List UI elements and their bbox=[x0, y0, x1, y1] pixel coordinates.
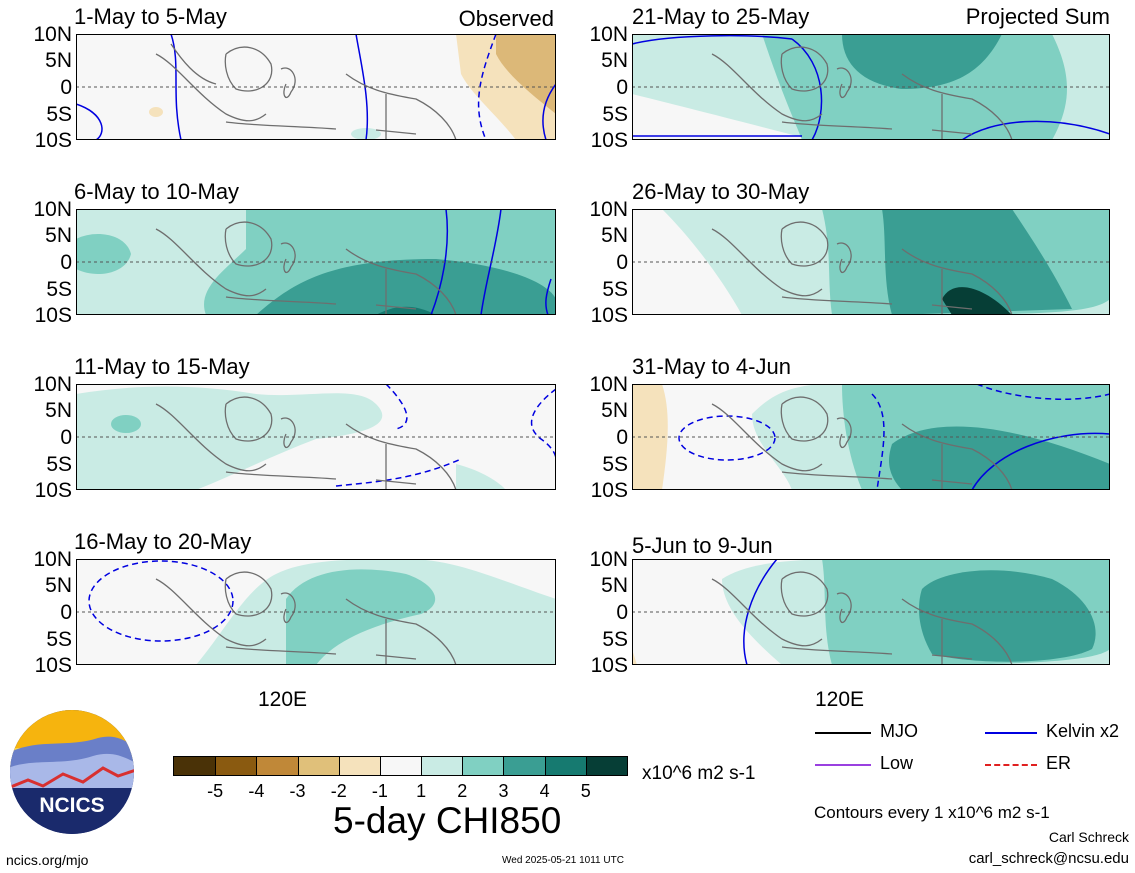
lat-label: 0 bbox=[616, 601, 628, 624]
lat-label: 0 bbox=[616, 76, 628, 99]
panel-map bbox=[632, 559, 1110, 665]
lat-label: 10S bbox=[34, 129, 72, 152]
panel-map bbox=[632, 34, 1110, 140]
colorbar-swatch bbox=[379, 757, 422, 775]
lat-label: 10N bbox=[589, 548, 628, 571]
legend-label-mjo: MJO bbox=[880, 721, 918, 741]
legend-swatch-low bbox=[815, 764, 871, 766]
lat-label: 5N bbox=[601, 224, 628, 247]
lat-label: 10N bbox=[589, 23, 628, 46]
lat-label: 10N bbox=[33, 23, 72, 46]
lat-label: 5S bbox=[46, 103, 72, 126]
panel-title: 5-Jun to 9-Jun bbox=[632, 533, 773, 558]
lon-label-left: 120E bbox=[258, 688, 308, 711]
panel-title: 11-May to 15-May bbox=[74, 354, 250, 379]
logo-text: NCICS bbox=[39, 794, 104, 817]
lat-label: 0 bbox=[60, 601, 72, 624]
panel-title: 21-May to 25-May bbox=[632, 4, 810, 29]
colorbar-swatch bbox=[503, 757, 545, 775]
colorbar: -5 -4 -3 -2 -1 1 2 3 4 5 bbox=[173, 756, 628, 801]
colorbar-tick-label: -3 bbox=[289, 781, 306, 801]
lat-label: 5S bbox=[602, 278, 628, 301]
lat-label: 5N bbox=[45, 49, 72, 72]
lat-label: 0 bbox=[60, 426, 72, 449]
colorbar-tick-label: -5 bbox=[207, 781, 224, 801]
lat-label: 5N bbox=[45, 399, 72, 422]
colorbar-swatch bbox=[421, 757, 463, 775]
lat-label: 10N bbox=[33, 548, 72, 571]
colorbar-tick-label: 4 bbox=[539, 781, 550, 801]
lat-label: 10S bbox=[590, 654, 628, 677]
lon-label-right: 120E bbox=[815, 688, 865, 711]
lat-label: 5N bbox=[45, 574, 72, 597]
colorbar-tick-label: -1 bbox=[371, 781, 388, 801]
colorbar-swatch bbox=[544, 757, 586, 775]
lat-label: 10S bbox=[590, 129, 628, 152]
lat-label: 10S bbox=[590, 479, 628, 502]
lat-label: 0 bbox=[616, 426, 628, 449]
lat-label: 0 bbox=[616, 251, 628, 274]
colorbar-tick-label: -2 bbox=[330, 781, 347, 801]
lat-label: 0 bbox=[60, 76, 72, 99]
site-link[interactable]: ncics.org/mjo bbox=[6, 852, 89, 868]
lat-label: 10N bbox=[33, 373, 72, 396]
lat-label: 5S bbox=[46, 453, 72, 476]
lat-label: 5N bbox=[601, 49, 628, 72]
panel-title: 16-May to 20-May bbox=[74, 529, 252, 554]
panel-map bbox=[632, 384, 1110, 490]
colorbar-swatch bbox=[215, 757, 257, 775]
chart-title: 5-day CHI850 bbox=[333, 800, 562, 841]
lat-label: 10S bbox=[34, 304, 72, 327]
lat-label: 5S bbox=[46, 278, 72, 301]
lat-label: 5N bbox=[45, 224, 72, 247]
panel-map bbox=[76, 34, 556, 140]
lat-label: 5S bbox=[46, 628, 72, 651]
lat-label: 5N bbox=[601, 399, 628, 422]
colorbar-tick-label: 5 bbox=[580, 781, 591, 801]
panel-title: 1-May to 5-May bbox=[74, 4, 227, 29]
lat-label: 10N bbox=[589, 198, 628, 221]
panel-title: 31-May to 4-Jun bbox=[632, 354, 791, 379]
panel-map bbox=[76, 209, 556, 315]
panel-title: 6-May to 10-May bbox=[74, 179, 240, 204]
panel-tag: Observed bbox=[458, 6, 554, 31]
colorbar-tick-label: 1 bbox=[416, 781, 427, 801]
colorbar-swatch bbox=[338, 757, 380, 775]
colorbar-swatch bbox=[462, 757, 504, 775]
lat-label: 5S bbox=[602, 103, 628, 126]
colorbar-swatch bbox=[256, 757, 298, 775]
colorbar-tick-label: 2 bbox=[457, 781, 468, 801]
panel-map bbox=[76, 384, 556, 490]
colorbar-units: x10^6 m2 s-1 bbox=[642, 763, 756, 784]
legend-label-kelvin: Kelvin x2 bbox=[1046, 721, 1120, 741]
colorbar-swatch bbox=[297, 757, 339, 775]
lat-label: 10S bbox=[34, 654, 72, 677]
colorbar-swatch bbox=[585, 757, 627, 775]
panel-map bbox=[632, 209, 1110, 315]
ncics-logo: NCICS bbox=[10, 710, 134, 834]
colorbar-swatch bbox=[174, 757, 216, 775]
lat-label: 10N bbox=[33, 198, 72, 221]
panel-map bbox=[76, 559, 556, 665]
panel-tag: Projected Sum bbox=[965, 4, 1110, 29]
contour-note: Contours every 1 x10^6 m2 s-1 bbox=[814, 803, 1050, 822]
author: Carl Schreck bbox=[1048, 829, 1129, 845]
lat-label: 10N bbox=[589, 373, 628, 396]
legend-swatch-mjo bbox=[815, 732, 871, 734]
legend-label-er: ER bbox=[1046, 753, 1072, 773]
legend-label-low: Low bbox=[880, 753, 914, 773]
lat-label: 10S bbox=[34, 479, 72, 502]
lat-label: 10S bbox=[590, 304, 628, 327]
panel-title: 26-May to 30-May bbox=[632, 179, 810, 204]
lat-label: 5N bbox=[601, 574, 628, 597]
colorbar-tick-label: 3 bbox=[498, 781, 509, 801]
legend-swatch-er bbox=[985, 764, 1037, 766]
author-email[interactable]: carl_schreck@ncsu.edu bbox=[968, 850, 1129, 867]
colorbar-tick-label: -4 bbox=[248, 781, 265, 801]
legend-swatch-kelvin bbox=[985, 732, 1037, 734]
lat-label: 0 bbox=[60, 251, 72, 274]
lat-label: 5S bbox=[602, 628, 628, 651]
timestamp: Wed 2025-05-21 1011 UTC bbox=[502, 855, 624, 866]
lat-label: 5S bbox=[602, 453, 628, 476]
